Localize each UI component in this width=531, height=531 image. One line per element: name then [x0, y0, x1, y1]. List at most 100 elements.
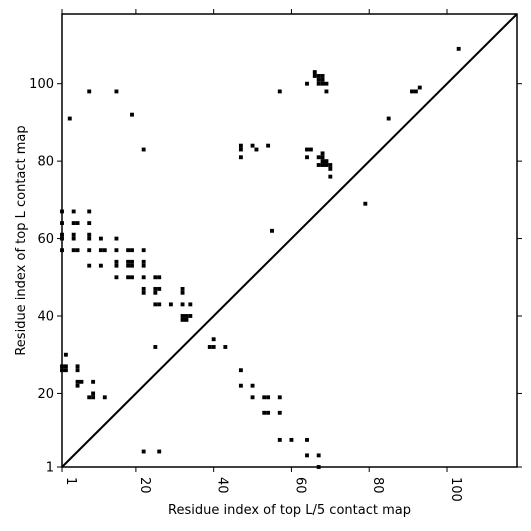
x-axis-label: Residue index of top L/5 contact map — [168, 503, 411, 518]
contact-point — [87, 221, 92, 226]
contact-point — [75, 383, 80, 388]
contact-point — [130, 259, 134, 264]
contact-point — [63, 352, 68, 357]
contact-point — [180, 317, 185, 322]
contact-point — [266, 395, 271, 400]
y-tick-label: 1 — [46, 461, 54, 476]
contact-point — [141, 275, 146, 280]
contact-point — [87, 263, 92, 268]
contact-point — [320, 74, 325, 78]
contact-point — [308, 147, 313, 152]
y-tick-label: 80 — [37, 155, 54, 170]
contact-point — [305, 147, 309, 152]
contact-point — [324, 159, 329, 164]
contact-point — [238, 155, 243, 160]
contact-point — [410, 89, 414, 94]
contact-point — [126, 259, 131, 264]
contact-point — [75, 368, 80, 373]
contact-point — [71, 232, 76, 237]
contact-point — [324, 89, 329, 94]
contact-point — [168, 302, 173, 307]
contact-point — [277, 395, 282, 400]
contact-point — [328, 166, 333, 171]
contact-point — [87, 209, 92, 214]
contact-point — [305, 437, 309, 442]
contact-point — [141, 248, 146, 253]
contact-point — [114, 89, 119, 94]
contact-point — [153, 345, 158, 349]
contact-point — [157, 286, 162, 291]
contact-point — [413, 89, 418, 94]
contact-point — [211, 345, 216, 349]
contact-point — [456, 46, 461, 51]
contact-point — [153, 290, 158, 295]
contact-point — [114, 236, 119, 241]
contact-point — [71, 248, 76, 253]
contact-point — [180, 286, 185, 291]
contact-point — [320, 81, 325, 86]
contact-point — [316, 81, 321, 86]
contact-point — [316, 77, 321, 82]
contact-point — [130, 263, 134, 268]
contact-point — [114, 248, 119, 253]
contact-point — [320, 77, 325, 82]
contact-point — [180, 290, 185, 295]
contact-point — [254, 147, 259, 152]
contact-point — [316, 155, 321, 160]
contact-point — [266, 410, 271, 415]
contact-point — [71, 221, 76, 226]
contact-point — [262, 395, 267, 400]
contact-point — [98, 263, 103, 268]
x-tick-label: 60 — [292, 477, 307, 494]
contact-point — [250, 143, 255, 148]
contact-point — [141, 449, 146, 454]
contact-point — [305, 81, 309, 86]
contact-point — [238, 383, 243, 388]
contact-point — [141, 259, 146, 264]
contact-point — [312, 74, 317, 78]
contact-point — [207, 345, 212, 349]
contact-point — [289, 437, 294, 442]
contact-point — [98, 248, 103, 253]
x-tick-label: 20 — [137, 477, 152, 494]
plot-frame — [61, 13, 518, 468]
y-tick-label: 20 — [37, 387, 54, 402]
contact-point — [305, 155, 309, 160]
contact-point — [324, 163, 329, 167]
contact-point — [324, 81, 329, 86]
contact-point — [141, 263, 146, 268]
contact-point — [141, 286, 146, 291]
contact-point — [153, 275, 158, 280]
contact-point — [91, 391, 96, 396]
contact-point — [157, 275, 162, 280]
contact-point — [316, 74, 321, 78]
contact-point — [126, 275, 131, 280]
x-tick-label: 100 — [448, 477, 463, 502]
contact-point — [250, 383, 255, 388]
contact-point — [91, 379, 96, 384]
contact-point — [130, 112, 134, 117]
contact-point — [75, 248, 80, 253]
contact-point — [98, 236, 103, 241]
contact-point — [188, 302, 193, 307]
contact-point — [312, 70, 317, 75]
contact-point — [238, 368, 243, 373]
x-tick-label: 1 — [63, 477, 78, 485]
contact-point — [130, 248, 134, 253]
contact-point — [126, 248, 131, 253]
contact-point — [75, 379, 80, 384]
contact-point — [75, 364, 80, 369]
contact-point — [320, 159, 325, 164]
contact-point — [87, 89, 92, 94]
contact-point — [87, 236, 92, 241]
contact-points-layer — [60, 46, 461, 469]
contact-point — [184, 314, 189, 318]
contact-point — [153, 302, 158, 307]
contact-point — [320, 155, 325, 160]
contact-point — [320, 151, 325, 156]
contact-point — [75, 221, 80, 226]
contact-point — [386, 116, 391, 121]
contact-point — [250, 395, 255, 400]
contact-point — [153, 286, 158, 291]
